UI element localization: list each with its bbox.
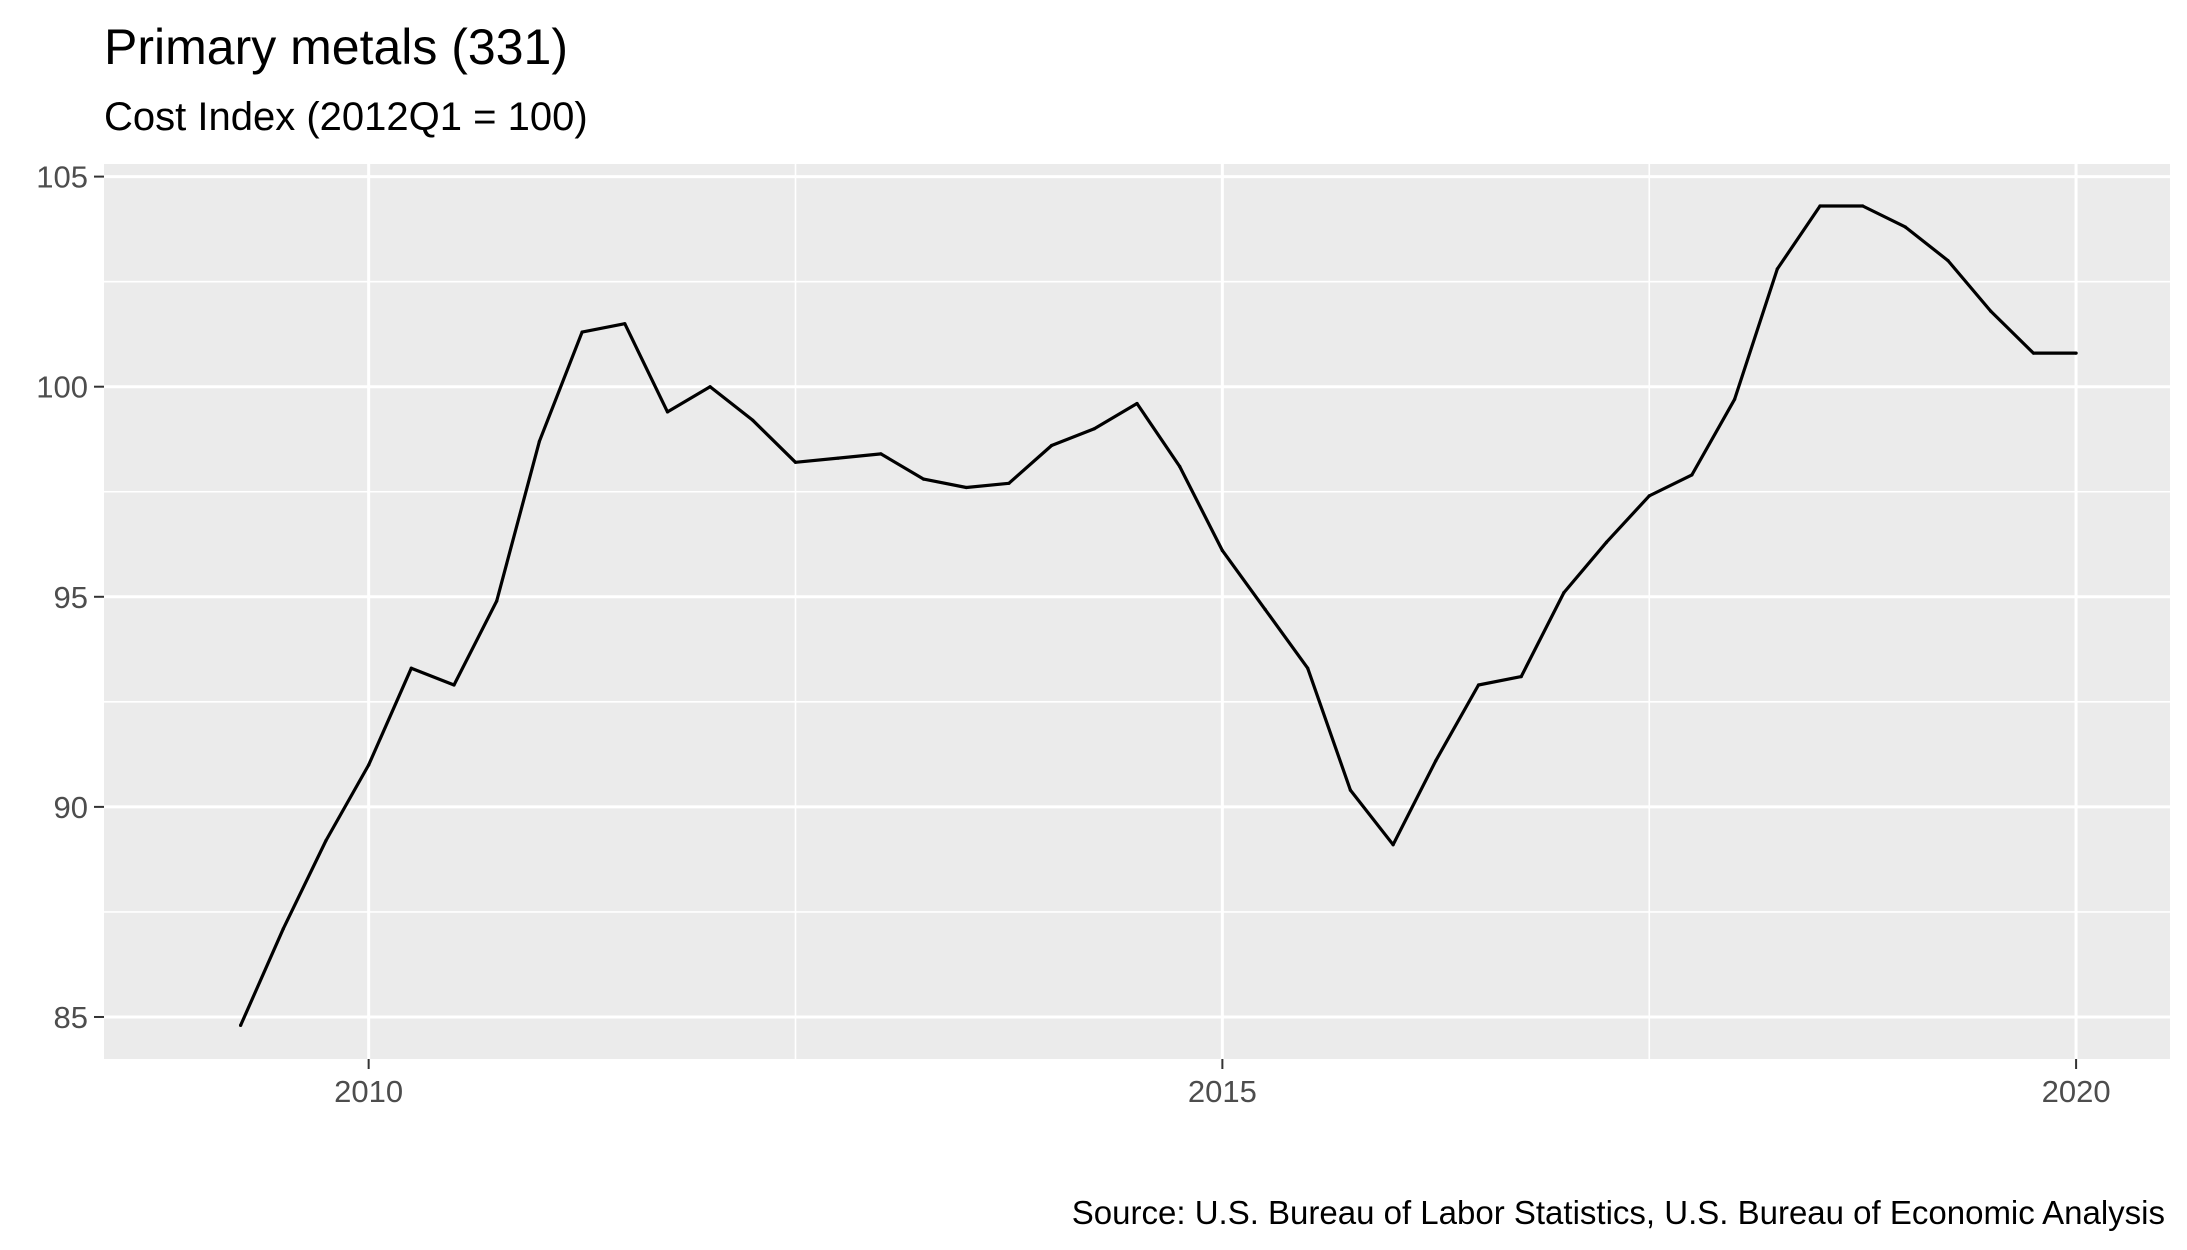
y-tick-label: 100 <box>36 370 88 405</box>
y-tick-label: 95 <box>54 580 88 615</box>
data-point <box>1775 267 1779 271</box>
y-tick-label: 90 <box>54 790 88 825</box>
data-point <box>580 330 584 334</box>
data-point <box>1690 473 1694 477</box>
data-point <box>1391 843 1395 847</box>
series-line <box>239 204 2077 1027</box>
data-point <box>1903 225 1907 229</box>
data-point <box>367 763 371 767</box>
data-point <box>537 439 542 443</box>
data-point <box>1519 675 1523 679</box>
major-gridlines <box>104 164 2170 1059</box>
data-point <box>1476 683 1481 687</box>
chart-subtitle: Cost Index (2012Q1 = 100) <box>104 95 588 139</box>
x-tick-label: 2015 <box>1188 1074 1257 1109</box>
data-point <box>281 927 285 931</box>
y-tick-label: 85 <box>54 1000 88 1035</box>
chart-caption: Source: U.S. Bureau of Labor Statistics,… <box>1072 1194 2165 1231</box>
data-point <box>2031 351 2035 355</box>
data-point <box>1007 481 1011 485</box>
plot-panel <box>104 164 2170 1059</box>
data-point <box>495 599 499 603</box>
y-axis: 85 90 95 100 105 <box>36 160 104 1035</box>
data-point <box>239 1023 243 1027</box>
data-point <box>708 385 712 389</box>
data-point <box>836 456 840 460</box>
data-point <box>1647 494 1651 498</box>
data-point <box>1861 204 1865 208</box>
x-axis: 2010 2015 2020 <box>334 1059 2111 1109</box>
data-point <box>1220 549 1224 553</box>
data-point <box>2074 351 2078 355</box>
data-point <box>1135 401 1139 406</box>
data-point <box>665 410 670 414</box>
data-point <box>1050 443 1054 448</box>
data-point <box>1348 788 1352 792</box>
x-tick-label: 2010 <box>334 1074 403 1109</box>
data-point <box>1092 427 1096 431</box>
data-point <box>324 838 328 843</box>
data-point <box>1989 309 1993 313</box>
data-point <box>751 418 755 422</box>
data-point <box>964 485 968 490</box>
data-point <box>623 322 627 326</box>
data-point <box>1306 666 1310 670</box>
y-tick-label: 105 <box>36 160 88 195</box>
chart-title: Primary metals (331) <box>104 19 568 75</box>
data-points <box>239 204 2078 1027</box>
data-point <box>1733 397 1737 401</box>
data-point <box>1604 540 1609 544</box>
data-point <box>1946 259 1950 263</box>
data-point <box>793 460 798 464</box>
data-point <box>1434 759 1438 763</box>
data-point <box>922 477 926 481</box>
data-point <box>1818 204 1822 208</box>
x-tick-label: 2020 <box>2042 1074 2111 1109</box>
data-point <box>409 666 413 670</box>
data-point <box>879 452 883 456</box>
data-point <box>452 683 456 687</box>
minor-gridlines <box>104 164 2170 1059</box>
data-point <box>1178 464 1182 469</box>
data-point <box>1562 591 1566 595</box>
data-point <box>1263 607 1267 612</box>
